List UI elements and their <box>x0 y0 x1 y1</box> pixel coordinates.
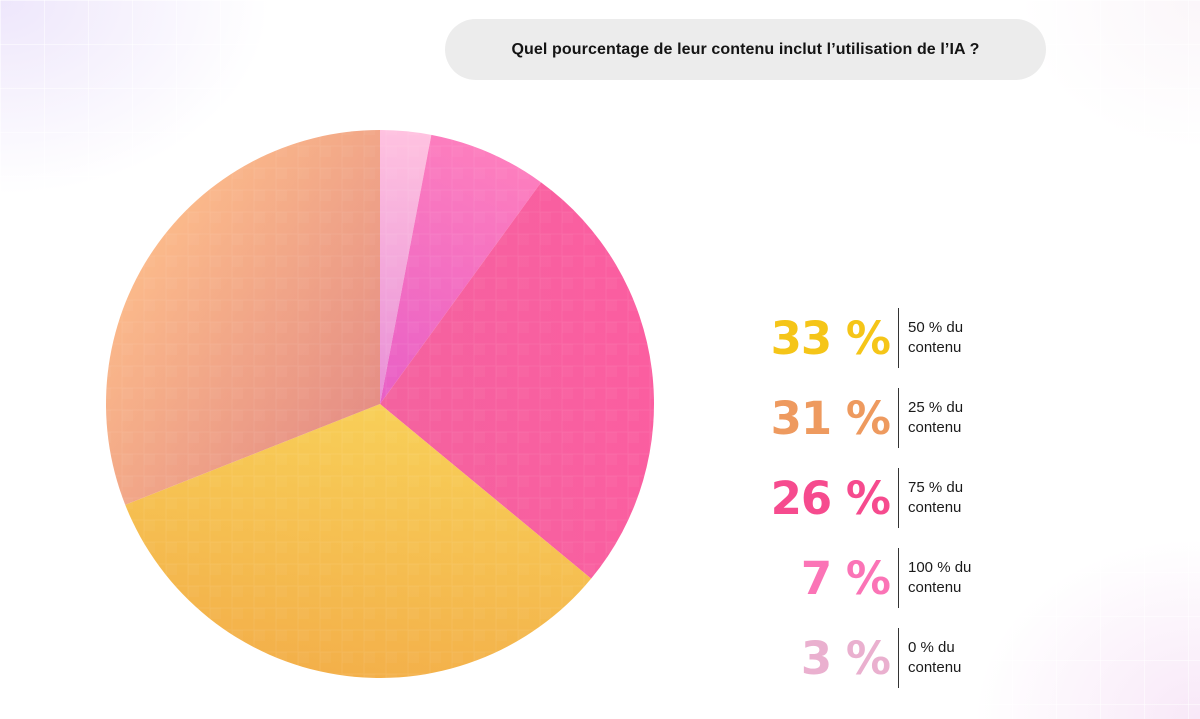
legend-label-line: 25 % du <box>908 399 964 416</box>
legend-value: 7 % <box>800 551 891 605</box>
legend-divider <box>898 308 899 368</box>
legend-label-line: 50 % du <box>908 319 964 336</box>
legend-label-line: 100 % du <box>908 559 972 576</box>
legend-row-50-percent: 33 % 50 % du contenu <box>760 298 1020 378</box>
legend-row-75-percent: 26 % 75 % du contenu <box>760 458 1020 538</box>
legend-label-line: contenu <box>908 419 962 436</box>
legend-label: 0 % du contenu <box>908 638 998 678</box>
pie-pixel-texture <box>106 130 654 678</box>
legend-divider <box>898 628 899 688</box>
legend-label-line: 75 % du <box>908 479 964 496</box>
legend-label: 100 % du contenu <box>908 558 998 598</box>
legend-divider <box>898 548 899 608</box>
legend-value: 31 % <box>770 391 891 445</box>
legend-label: 25 % du contenu <box>908 398 998 438</box>
legend-label: 75 % du contenu <box>908 478 998 518</box>
pie-texture <box>106 130 654 678</box>
legend-divider <box>898 388 899 448</box>
legend-label-line: contenu <box>908 499 962 516</box>
pie-chart <box>106 130 654 678</box>
legend-value: 26 % <box>770 471 891 525</box>
legend-label-line: contenu <box>908 579 962 596</box>
legend-label-line: contenu <box>908 339 962 356</box>
legend-value: 33 % <box>770 311 891 365</box>
legend-row-0-percent: 3 % 0 % du contenu <box>760 618 1020 698</box>
legend-row-25-percent: 31 % 25 % du contenu <box>760 378 1020 458</box>
legend-row-100-percent: 7 % 100 % du contenu <box>760 538 1020 618</box>
legend-label-line: contenu <box>908 659 962 676</box>
question-pill: Quel pourcentage de leur contenu inclut … <box>445 19 1046 80</box>
legend: 33 % 50 % du contenu 31 % 25 % du conten… <box>760 298 1020 698</box>
legend-divider <box>898 468 899 528</box>
legend-label: 50 % du contenu <box>908 318 998 358</box>
legend-value: 3 % <box>800 631 891 685</box>
question-text: Quel pourcentage de leur contenu inclut … <box>511 40 980 58</box>
legend-label-line: 0 % du <box>908 639 955 656</box>
